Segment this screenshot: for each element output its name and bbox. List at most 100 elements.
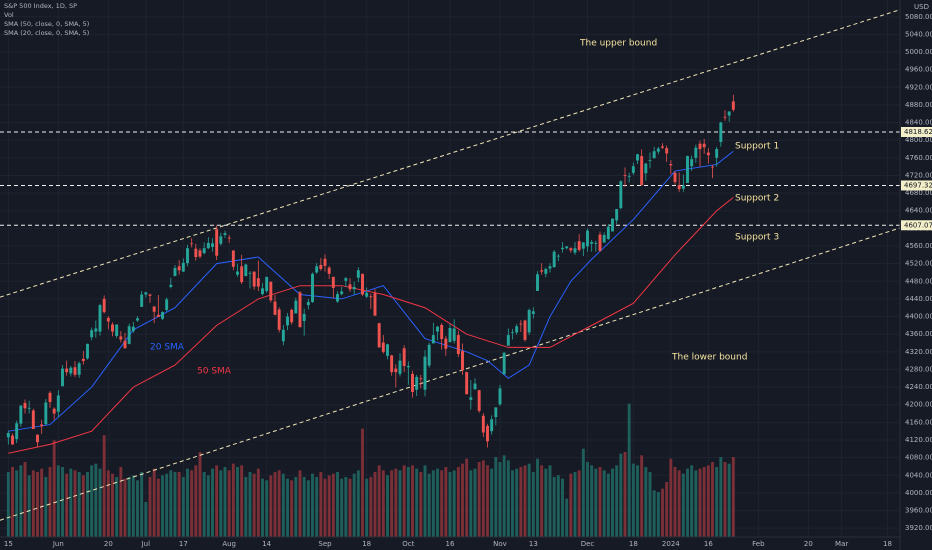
candle-body [619,181,623,209]
legend-title: S&P 500 Index, 1D, SP [4,2,77,10]
volume-bar [573,472,577,537]
candle-body [206,242,210,249]
candle-body [648,160,652,161]
y-tick-label: 4240.00 [905,383,932,391]
y-tick-label: 3960.00 [905,507,932,515]
volume-bar [515,468,519,537]
candle-body [11,435,14,445]
price-badge [901,126,932,137]
candle-body [581,242,585,249]
candle-body [61,368,64,387]
candle-body [469,397,473,400]
volume-bar [640,455,644,537]
sma-label: 20 SMA [150,343,185,353]
volume-bar [577,470,581,537]
volume-bar [190,470,194,537]
volume-bar [48,467,52,537]
candle-body [652,151,656,159]
candle-body [527,309,531,333]
volume-bar [369,477,373,537]
candle-body [494,407,498,418]
volume-bar [181,477,185,537]
y-tick-label: 4640.00 [905,207,932,215]
volume-bar [694,470,698,537]
y-tick-label: 4440.00 [905,295,932,303]
y-tick-label: 4960.00 [905,66,932,74]
y-tick-label: 4000.00 [905,489,932,497]
volume-bar [81,475,85,537]
candle-body [406,365,410,368]
candle-body [523,320,527,340]
candle-body [561,247,564,250]
volume-bar [269,475,273,537]
candle-body [31,410,35,429]
candle-body [702,143,706,148]
candle-body [52,408,56,414]
candle-body [698,143,702,150]
volume-bar [290,480,294,537]
volume-bar [69,468,73,537]
candle-body [281,329,285,342]
volume-layer [6,403,735,537]
volume-bar [23,462,27,537]
volume-bar [486,465,489,537]
x-tick-label: 20 [104,540,113,548]
volume-bar [169,470,173,537]
candle-body [290,309,294,323]
volume-bar [227,470,231,537]
volume-bar [686,468,689,537]
volume-bar [631,463,635,537]
volume-bar [565,498,569,537]
x-tick-label: Mar [835,540,848,548]
candle-body [319,264,323,269]
candle-body [681,185,685,189]
volume-bar [352,473,356,537]
candle-body [115,324,119,336]
volume-bar [356,470,360,537]
candle-body [452,328,456,341]
sma-line [8,197,734,454]
volume-bar [94,463,98,537]
volume-bar [706,465,710,537]
volume-bar [311,473,314,537]
x-tick-label: 18 [362,540,371,548]
candle-body [402,348,406,366]
volume-bar [548,465,552,537]
candle-body [327,267,331,274]
volume-bar [448,472,452,537]
x-tick-label: Nov [493,540,507,548]
volume-bar [361,428,364,537]
candle-body [198,250,202,257]
candle-body [306,302,310,306]
volume-bar [423,465,427,537]
candle-body [15,423,19,440]
volume-bar [231,463,235,537]
volume-bar [223,467,227,537]
volume-bar [123,478,127,537]
volume-bar [206,475,210,537]
y-tick-label: 4280.00 [905,365,932,373]
volume-bar [215,465,219,537]
candle-body [694,147,698,158]
volume-bar [119,467,123,537]
volume-bar [86,472,89,537]
candle-body [706,152,710,156]
candle-body [556,255,560,257]
sma-label: 50 SMA [197,367,232,377]
volume-bar [102,435,106,537]
volume-bar [323,478,327,537]
candle-body [598,234,602,251]
y-tick-label: 4080.00 [905,454,932,462]
volume-bar [636,465,639,537]
volume-bar [211,468,214,537]
candle-body [719,122,723,142]
volume-bar [156,478,160,537]
y-tick-label: 4800.00 [905,136,932,144]
y-tick-label: 4320.00 [905,348,932,356]
candle-body [298,292,302,328]
candle-body [256,278,260,287]
volume-bar [531,472,535,537]
volume-bar [594,468,598,537]
volume-bar [336,472,339,537]
